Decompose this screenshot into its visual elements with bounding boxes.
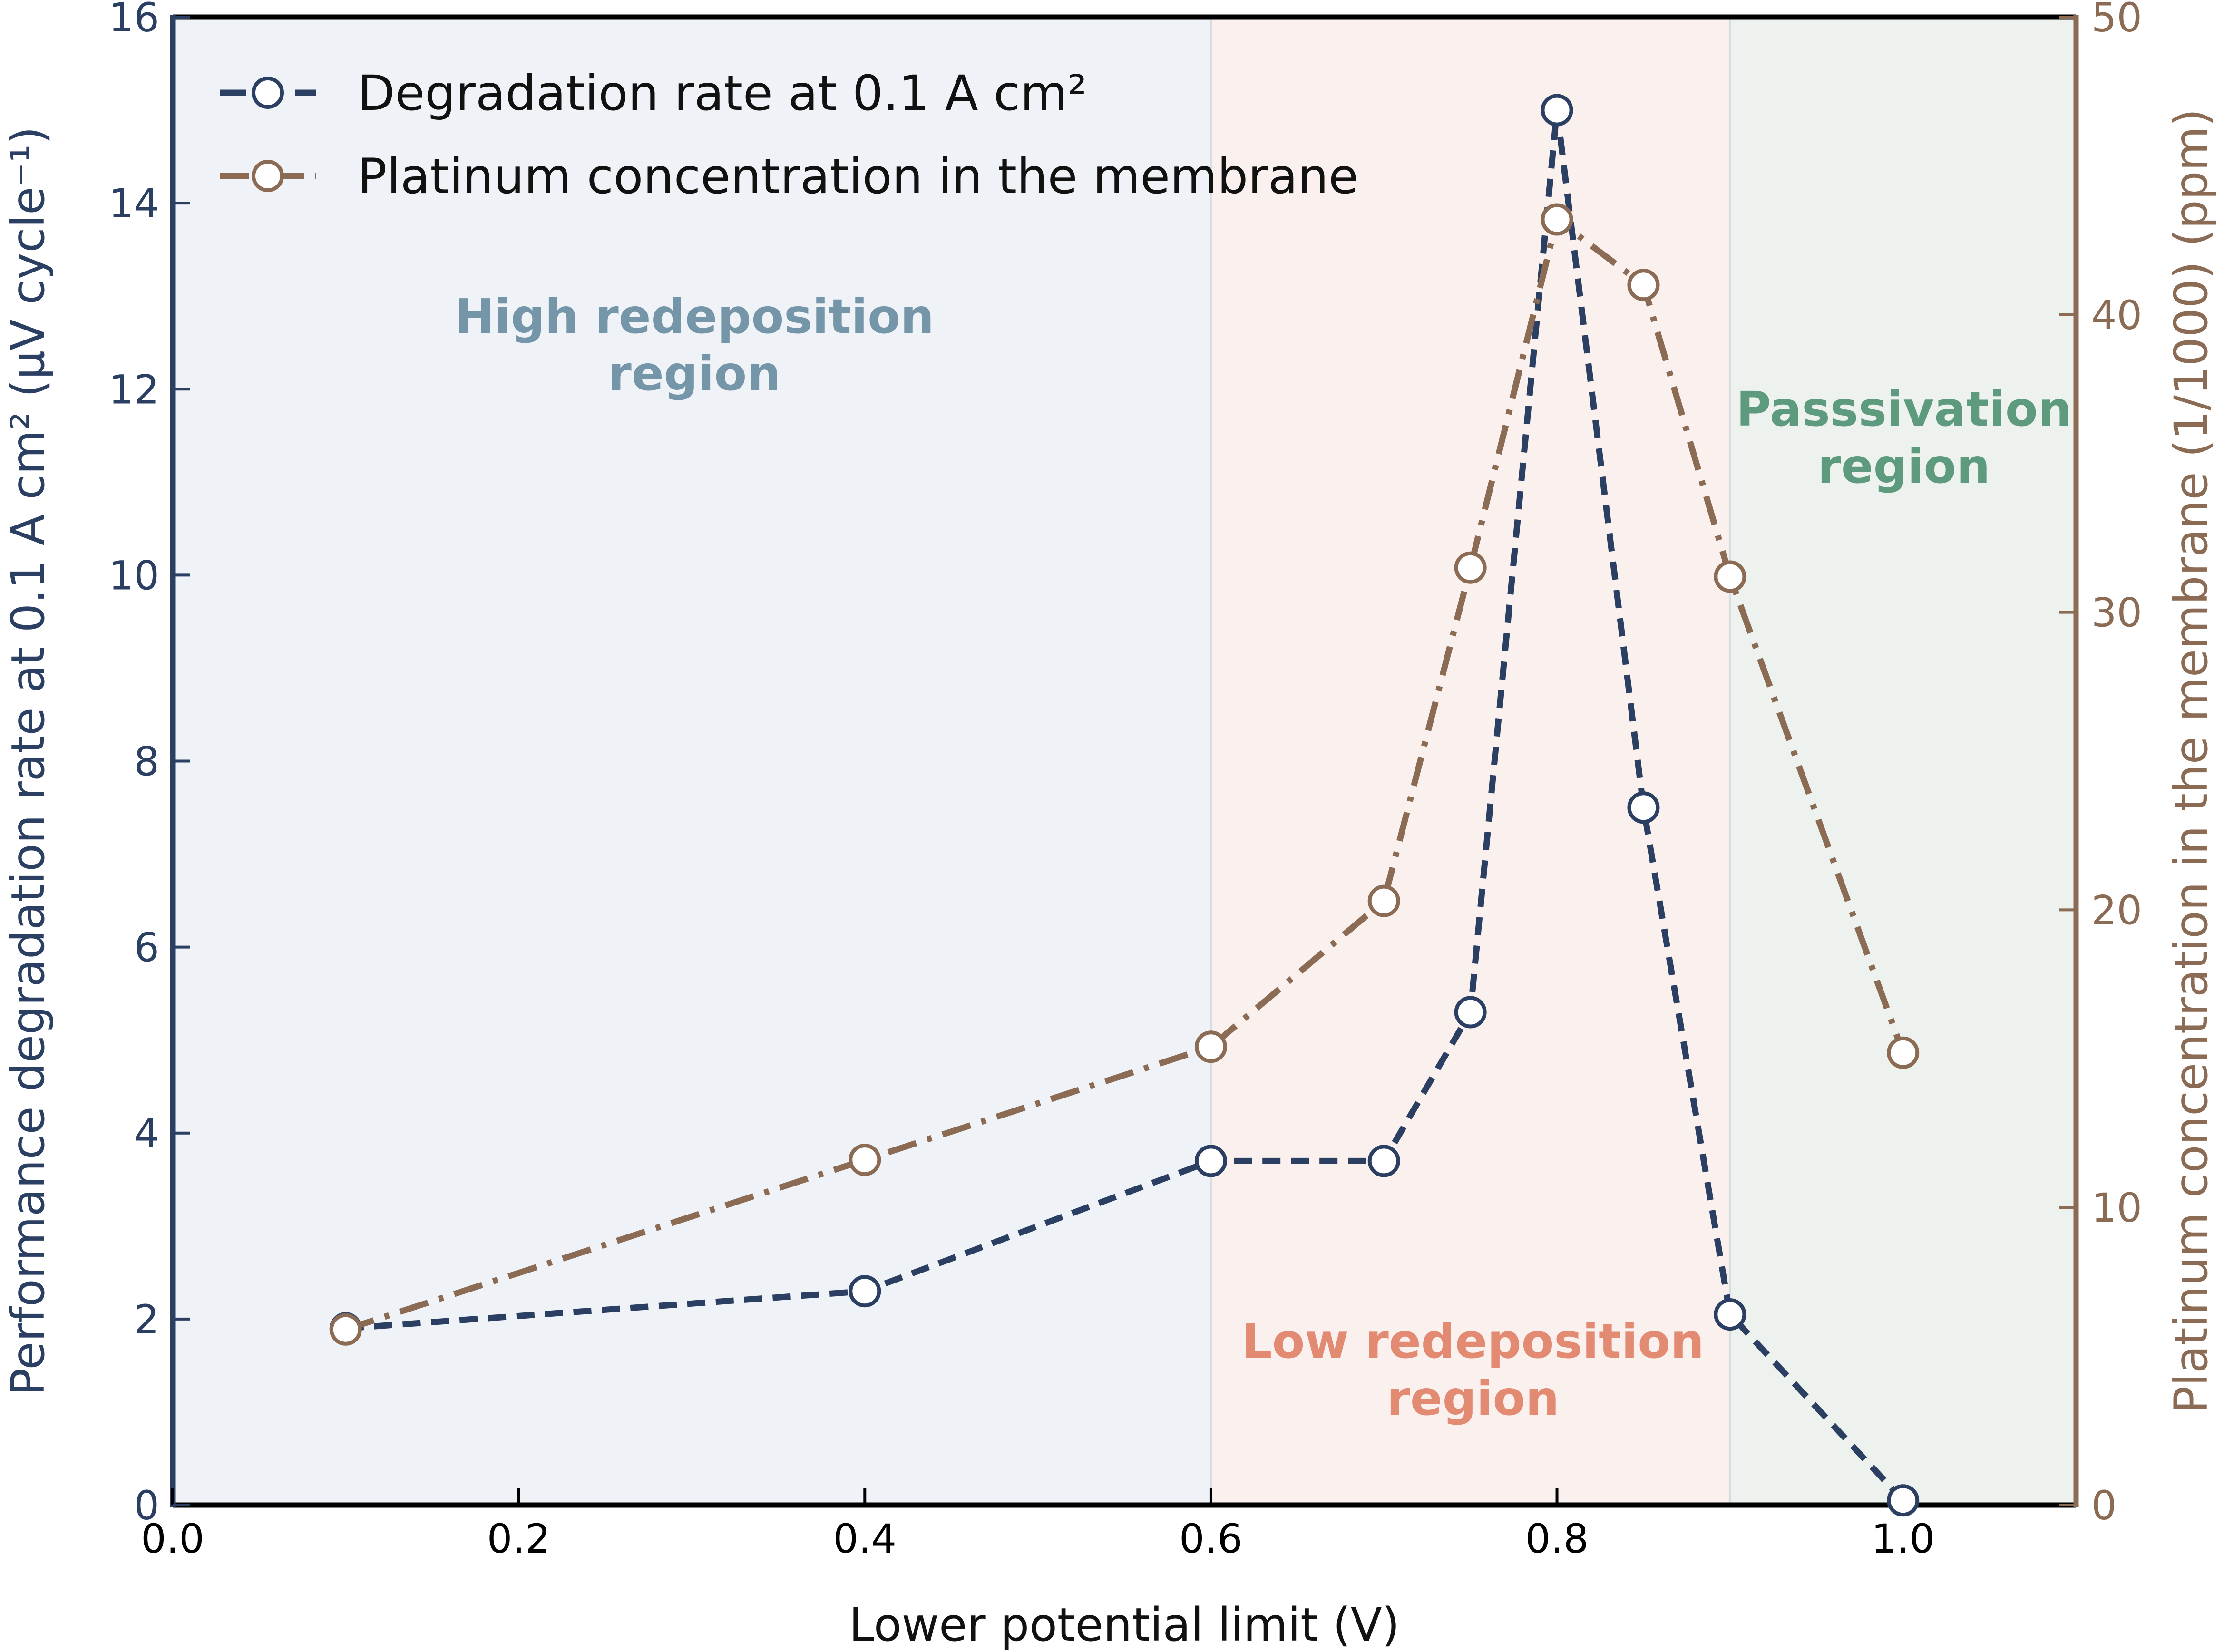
- left-y-tick-label: 12: [108, 366, 159, 413]
- region-label-passsivation-region: Passsivation: [1736, 381, 2072, 437]
- data-point-degradation-rate-at-0-1-a-cm: [1714, 1298, 1746, 1331]
- data-point-degradation-rate-at-0-1-a-cm: [1541, 94, 1573, 126]
- region-label-low-redeposition-region: region: [1387, 1370, 1560, 1426]
- x-tick-label: 0.0: [141, 1516, 205, 1562]
- x-tick-label: 0.2: [487, 1516, 551, 1562]
- data-point-degradation-rate-at-0-1-a-cm: [1887, 1484, 1920, 1517]
- data-point-platinum-concentration-in-the-membrane: [1541, 203, 1573, 236]
- series-layer: [329, 94, 1920, 1517]
- data-point-degradation-rate-at-0-1-a-cm: [1194, 1145, 1227, 1177]
- region-band-low-redeposition-region: [1210, 17, 1730, 1505]
- region-label-low-redeposition-region: Low redeposition: [1242, 1313, 1704, 1369]
- data-point-platinum-concentration-in-the-membrane: [329, 1313, 362, 1346]
- region-label-high-redeposition-region: region: [608, 346, 781, 401]
- region-label-passsivation-region: region: [1818, 438, 1990, 494]
- data-point-platinum-concentration-in-the-membrane: [1887, 1036, 1920, 1069]
- right-y-tick-label: 40: [2091, 292, 2142, 339]
- left-y-tick-label: 8: [134, 739, 159, 785]
- legend-label-degradation-rate-at-0-1-a-cm: Degradation rate at 0.1 A cm²: [358, 65, 1087, 122]
- background-regions: [173, 17, 2076, 1505]
- x-tick-label: 1.0: [1871, 1516, 1935, 1562]
- data-point-degradation-rate-at-0-1-a-cm: [1367, 1145, 1400, 1177]
- data-point-platinum-concentration-in-the-membrane: [1367, 884, 1400, 917]
- data-point-platinum-concentration-in-the-membrane: [1714, 560, 1746, 593]
- legend: Degradation rate at 0.1 A cm² Platinum co…: [220, 65, 1358, 205]
- left-y-tick-label: 14: [108, 180, 159, 227]
- x-tick-label: 0.8: [1525, 1516, 1589, 1562]
- legend-swatch-marker-degradation-rate-at-0-1-a-cm: [252, 77, 284, 109]
- data-point-degradation-rate-at-0-1-a-cm: [849, 1275, 881, 1308]
- data-point-platinum-concentration-in-the-membrane: [849, 1144, 881, 1176]
- right-y-tick-label: 0: [2091, 1482, 2117, 1529]
- x-tick-label: 0.4: [833, 1516, 897, 1562]
- right-y-tick-label: 10: [2091, 1185, 2142, 1231]
- data-point-platinum-concentration-in-the-membrane: [1194, 1030, 1227, 1063]
- left-y-tick-label: 0: [134, 1482, 159, 1529]
- right-y-tick-label: 50: [2091, 0, 2142, 41]
- region-band-high-redeposition-region: [173, 17, 1211, 1505]
- legend-swatch-marker-platinum-concentration-in-the-membrane: [252, 160, 284, 192]
- x-axis-title: Lower potential limit (V): [849, 1598, 1400, 1652]
- data-point-degradation-rate-at-0-1-a-cm: [1454, 996, 1487, 1029]
- data-point-platinum-concentration-in-the-membrane: [1627, 269, 1660, 301]
- left-y-axis-title: Performance degradation rate at 0.1 A cm…: [1, 126, 55, 1396]
- left-y-tick-label: 4: [134, 1110, 159, 1157]
- region-band-passsivation-region: [1730, 17, 2076, 1505]
- right-y-axis-title: Platinum concentration in the membrane (…: [2165, 108, 2218, 1413]
- right-y-tick-label: 30: [2091, 590, 2142, 636]
- data-point-platinum-concentration-in-the-membrane: [1454, 551, 1487, 584]
- data-point-degradation-rate-at-0-1-a-cm: [1627, 791, 1660, 824]
- left-y-tick-label: 2: [134, 1296, 159, 1343]
- legend-label-platinum-concentration-in-the-membrane: Platinum concentration in the membrane: [358, 148, 1358, 205]
- region-label-high-redeposition-region: High redeposition: [455, 289, 934, 344]
- left-y-tick-label: 16: [108, 0, 159, 41]
- left-y-tick-label: 10: [108, 552, 159, 599]
- x-tick-label: 0.6: [1179, 1516, 1243, 1562]
- right-y-tick-label: 20: [2091, 887, 2142, 933]
- left-y-tick-label: 6: [134, 924, 159, 971]
